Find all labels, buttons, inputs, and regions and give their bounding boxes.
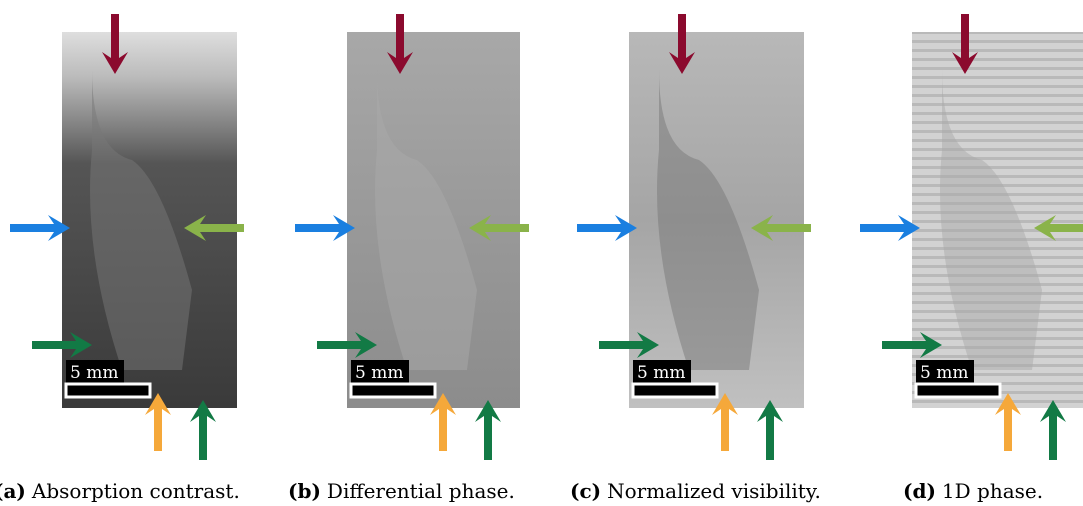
scale-bar-label: 5 mm	[920, 363, 968, 383]
caption: (a)Absorption contrast.	[0, 479, 240, 503]
arrow	[10, 215, 70, 241]
caption: (d)1D phase.	[903, 479, 1043, 503]
arrow	[295, 215, 355, 241]
caption-text: 1D phase.	[942, 479, 1043, 503]
arrow	[475, 400, 501, 460]
caption-text: Absorption contrast.	[31, 479, 240, 503]
scale-bar	[351, 384, 435, 397]
caption: (c)Normalized visibility.	[570, 479, 821, 503]
arrow	[190, 400, 216, 460]
caption-text: Normalized visibility.	[607, 479, 821, 503]
scale-bar	[633, 384, 717, 397]
scale-bar-label: 5 mm	[637, 363, 685, 383]
scale-bar	[916, 384, 1000, 397]
arrow	[1040, 400, 1066, 460]
arrow	[577, 215, 637, 241]
caption-label: (b)	[288, 479, 321, 503]
scale-bar	[66, 384, 150, 397]
caption: (b)Differential phase.	[288, 479, 515, 503]
caption-label: (c)	[570, 479, 601, 503]
caption-label: (a)	[0, 479, 26, 503]
figure: 5 mm (a)Absorption contrast. 5 mm (b)Differ…	[0, 0, 1083, 506]
caption-label: (d)	[903, 479, 936, 503]
arrow	[860, 215, 920, 241]
arrow	[757, 400, 783, 460]
scale-bar-label: 5 mm	[70, 363, 118, 383]
scale-bar-label: 5 mm	[355, 363, 403, 383]
caption-text: Differential phase.	[327, 479, 515, 503]
